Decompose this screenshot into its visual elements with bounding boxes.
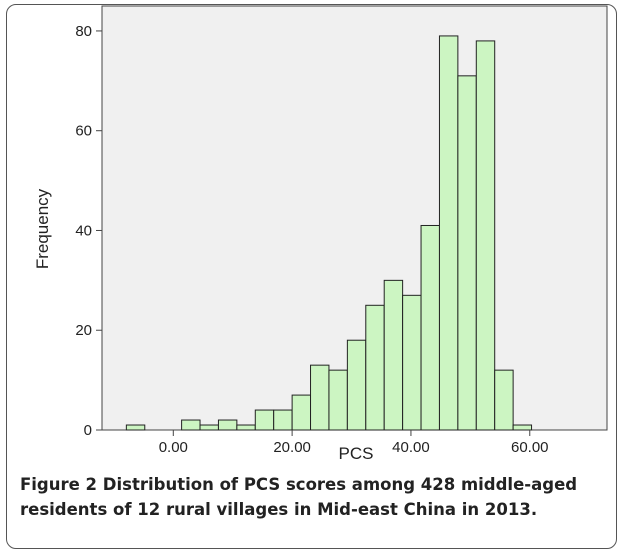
bars-group <box>125 35 533 431</box>
histogram-bar-12 <box>346 339 367 431</box>
figure-caption: Figure 2 Distribution of PCS scores amon… <box>20 472 610 522</box>
histogram-bar-0 <box>125 424 146 431</box>
histogram-bar-8 <box>273 409 293 431</box>
histogram-bar-19 <box>475 40 496 431</box>
histogram-bar-9 <box>291 394 312 431</box>
y-axis: 0 20 40 60 80 <box>75 23 102 439</box>
x-axis-label: PCS <box>339 444 374 463</box>
histogram-bar-4 <box>199 424 219 431</box>
histogram-chart: 0 20 40 60 80 0.00 20.00 40.00 60.00 PCS Freque… <box>33 5 608 463</box>
histogram-bar-15 <box>402 294 422 431</box>
x-tick-label: 0.00 <box>159 439 188 456</box>
histogram-bar-3 <box>181 419 201 431</box>
y-axis-label: Frequency <box>33 188 52 269</box>
histogram-bar-13 <box>365 304 385 431</box>
histogram-bar-16 <box>420 224 440 431</box>
histogram-bar-10 <box>310 364 330 431</box>
histogram-bar-21 <box>512 424 533 431</box>
y-tick-label: 20 <box>75 322 92 339</box>
x-axis: 0.00 20.00 40.00 60.00 <box>159 430 549 456</box>
histogram-bar-5 <box>217 419 238 431</box>
histogram-bar-6 <box>236 424 256 431</box>
x-tick-label: 20.00 <box>273 439 311 456</box>
histogram-bar-7 <box>254 409 275 431</box>
histogram-bar-20 <box>494 369 514 431</box>
figure-caption-text: Distribution of PCS scores among 428 mid… <box>20 475 578 519</box>
figure-label: Figure 2 <box>20 475 98 494</box>
x-tick-label: 60.00 <box>511 439 549 456</box>
y-tick-label: 40 <box>75 222 92 239</box>
histogram-bar-17 <box>438 35 459 431</box>
histogram-bar-11 <box>328 369 348 431</box>
y-tick-label: 0 <box>84 422 92 439</box>
histogram-bar-18 <box>457 75 477 431</box>
y-tick-label: 60 <box>75 123 92 140</box>
y-tick-label: 80 <box>75 23 92 40</box>
histogram-bar-14 <box>383 279 404 431</box>
x-tick-label: 40.00 <box>392 439 430 456</box>
